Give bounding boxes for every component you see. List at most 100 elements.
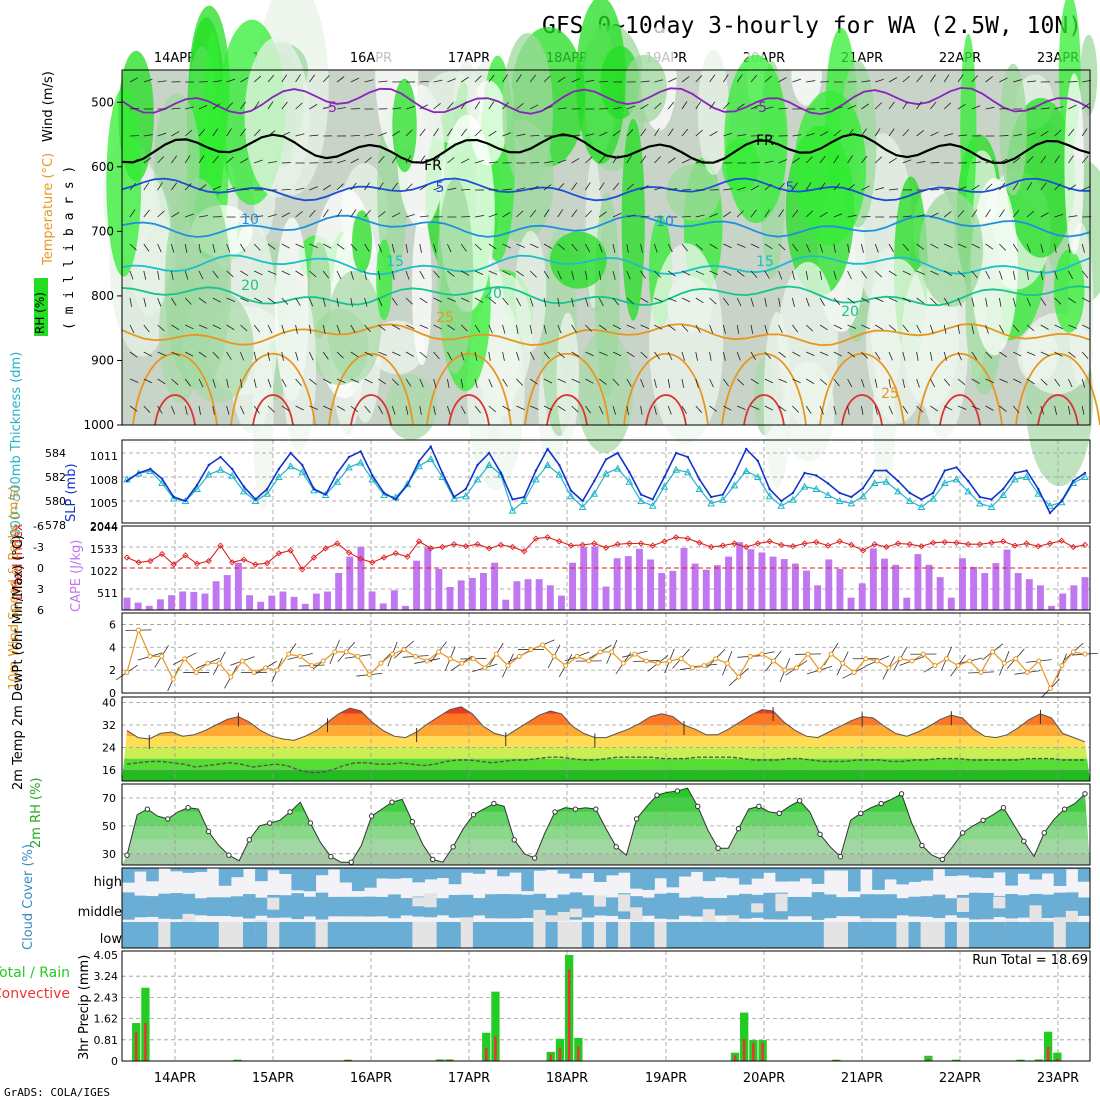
- cape-bar: [702, 569, 710, 610]
- temperature-color-bands: [122, 706, 1090, 781]
- wind-barb: [654, 102, 662, 110]
- wind-speed-point: [170, 676, 176, 682]
- wind-speed-point: [528, 647, 534, 653]
- precip-tick-label: 2.43: [94, 991, 119, 1004]
- precip-convective-bar: [567, 969, 571, 1061]
- wind-barb: [626, 155, 633, 164]
- wind-barb: [350, 158, 359, 164]
- temperature-band: [122, 769, 1090, 781]
- cloud-low-cell: [509, 922, 522, 948]
- wind-barb: [626, 378, 632, 387]
- wind-barb: [240, 101, 247, 110]
- wind-barb: [930, 131, 939, 137]
- wind-barb: [281, 378, 287, 388]
- wind-barb: [571, 209, 578, 218]
- thickness-point: [1081, 472, 1089, 480]
- wind-barb: [240, 324, 248, 332]
- wind-barb: [557, 405, 566, 412]
- wind-barb: [957, 210, 965, 218]
- cape-bar: [1003, 549, 1011, 610]
- wind-barb: [516, 74, 522, 83]
- wind-barb: [957, 270, 966, 278]
- wind-speed-point: [597, 649, 603, 655]
- wind-barb: [198, 297, 207, 304]
- wind-barb: [916, 243, 925, 250]
- wind-barb: [999, 182, 1006, 191]
- cloud-high-cell: [932, 868, 946, 870]
- wind-speed-point: [424, 658, 430, 664]
- isotherm-30-arc: [939, 394, 981, 426]
- wind-barb: [667, 128, 674, 137]
- cloud-low-cell: [618, 922, 631, 948]
- isotherm-label: 20: [484, 286, 502, 302]
- rh-point: [654, 792, 660, 798]
- lifted-index-point: [147, 557, 154, 565]
- lifted-index-line: [126, 536, 1086, 571]
- wind-barb: [378, 80, 388, 83]
- cloud-high-cell: [920, 868, 934, 881]
- lifted-index-point: [509, 543, 516, 551]
- cloud-high-cell: [545, 868, 559, 871]
- slp-point: [429, 445, 432, 448]
- cape-bar: [647, 559, 655, 610]
- wind-barb: [543, 297, 547, 307]
- thickness-point: [789, 495, 797, 503]
- wind-barb: [695, 160, 705, 164]
- lifted-index-point: [310, 554, 318, 561]
- wind-barb: [819, 405, 824, 415]
- wind-barb: [253, 129, 261, 137]
- wind-barb: [847, 405, 850, 415]
- wind-barb: [585, 405, 592, 414]
- wind-barb: [902, 215, 912, 218]
- wind-barb: [943, 211, 952, 218]
- wind-barb: [957, 351, 962, 361]
- wind-barb: [805, 378, 815, 384]
- wind-speed-point: [136, 627, 142, 633]
- wind-barb: [806, 351, 815, 356]
- rh-point: [287, 809, 293, 815]
- cloud-middle-cell: [787, 896, 801, 917]
- cape-bar: [602, 586, 610, 610]
- wind-barb: [792, 405, 800, 413]
- wind-barb: [143, 209, 150, 218]
- wind-barb: [778, 324, 783, 334]
- wind-barb: [516, 270, 525, 277]
- isotherm-label: 10: [656, 214, 674, 230]
- wind-barb: [364, 351, 373, 357]
- cloud-low-cell: [291, 922, 304, 948]
- wind-speed-point: [678, 656, 684, 662]
- wind-barb: [930, 270, 939, 276]
- temperature-band-group: [122, 706, 1090, 781]
- cloud-low-cell: [908, 922, 922, 948]
- cloud-high-cell: [497, 868, 510, 877]
- wind-speed-point: [378, 660, 384, 666]
- cloud-high-cell: [969, 868, 982, 878]
- wind-barb: [571, 405, 579, 413]
- cape-bar: [324, 591, 331, 610]
- cloud-low-cell: [448, 922, 462, 948]
- wind-barb: [1081, 378, 1086, 388]
- wind-barb: [323, 378, 332, 384]
- wind-barb: [681, 101, 688, 110]
- slp-point: [534, 469, 538, 472]
- wind-barb: [1040, 182, 1047, 191]
- cape-bar: [780, 559, 788, 610]
- rh-point: [348, 859, 354, 865]
- wind-barb: [502, 188, 512, 191]
- cape-bar: [346, 556, 354, 610]
- cloud-high-cell: [714, 868, 728, 878]
- wind-barb: [916, 324, 922, 334]
- cloud-low-cell: [581, 922, 595, 948]
- wind-barb: [364, 297, 368, 307]
- wind-barb: [543, 209, 550, 218]
- cloud-high-cell: [460, 868, 474, 873]
- wind-barb: [447, 243, 452, 253]
- wind-barb: [833, 155, 840, 164]
- wind-barb: [916, 297, 925, 304]
- slp-point: [581, 499, 584, 503]
- wind-barb: [626, 351, 635, 358]
- wind-speed-point: [990, 649, 996, 655]
- lifted-index-point: [334, 540, 341, 547]
- wind-barb: [530, 185, 539, 191]
